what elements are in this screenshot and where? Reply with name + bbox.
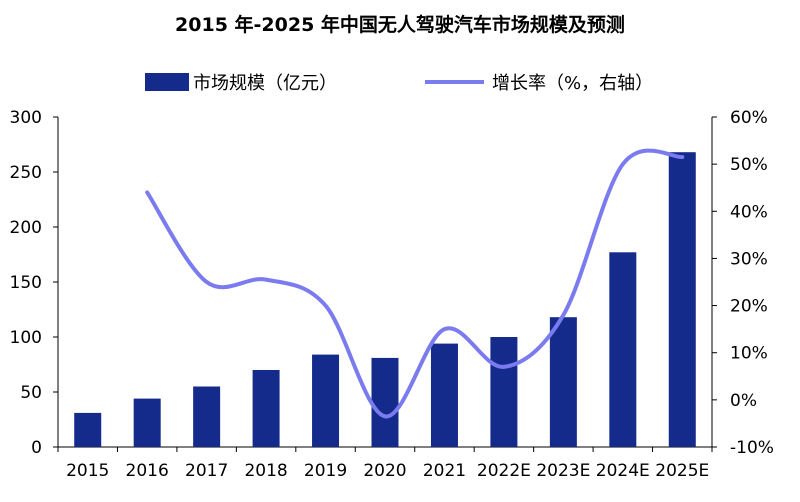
bar xyxy=(549,317,577,447)
right-tick-label: 0% xyxy=(730,391,757,411)
x-tick-label: 2017 xyxy=(185,461,228,481)
x-tick-label: 2020 xyxy=(363,461,406,481)
legend-bar-swatch xyxy=(145,73,189,91)
right-tick-label: 20% xyxy=(730,297,768,317)
x-tick-label: 2021 xyxy=(423,461,466,481)
bar xyxy=(609,252,637,447)
right-tick-label: 50% xyxy=(730,155,768,175)
bar xyxy=(193,386,221,447)
legend-bar-label: 市场规模（亿元） xyxy=(193,73,337,94)
right-tick-label: 40% xyxy=(730,202,768,222)
bar xyxy=(252,370,280,447)
x-tick-label: 2015 xyxy=(66,461,109,481)
left-tick-label: 200 xyxy=(10,218,42,238)
plot-area: 0 50 100 150 200 250 300 -10% 0% 10% 20% 30% 40% 50% 6… xyxy=(10,108,774,481)
x-tick-label: 2018 xyxy=(244,461,287,481)
left-tick-label: 150 xyxy=(10,273,42,293)
bar xyxy=(668,152,696,447)
x-tick-label: 2022E xyxy=(477,461,531,481)
bar xyxy=(312,354,340,447)
bar xyxy=(490,337,518,447)
left-tick-label: 300 xyxy=(10,108,42,128)
x-tick-label: 2016 xyxy=(126,461,169,481)
bar xyxy=(371,357,399,447)
right-tick-label: 30% xyxy=(730,249,768,269)
x-tick-label: 2024E xyxy=(596,461,650,481)
x-tick-label: 2025E xyxy=(655,461,709,481)
bar xyxy=(430,343,458,447)
left-tick-label: 100 xyxy=(10,328,42,348)
right-tick-label: 10% xyxy=(730,344,768,364)
left-tick-label: 250 xyxy=(10,163,42,183)
chart-title: 2015 年-2025 年中国无人驾驶汽车市场规模及预测 xyxy=(175,14,625,36)
right-tick-label: 60% xyxy=(730,108,768,128)
bar xyxy=(133,398,161,447)
legend: 市场规模（亿元） 增长率（%，右轴） xyxy=(145,73,653,94)
x-tick-label: 2019 xyxy=(304,461,347,481)
right-tick-label: -10% xyxy=(730,438,774,458)
left-tick-label: 50 xyxy=(20,383,42,403)
growth-line xyxy=(145,148,685,419)
bar xyxy=(74,412,102,447)
x-tick-label: 2023E xyxy=(536,461,590,481)
legend-line-label: 增长率（%，右轴） xyxy=(492,73,653,94)
left-tick-label: 0 xyxy=(31,438,42,458)
